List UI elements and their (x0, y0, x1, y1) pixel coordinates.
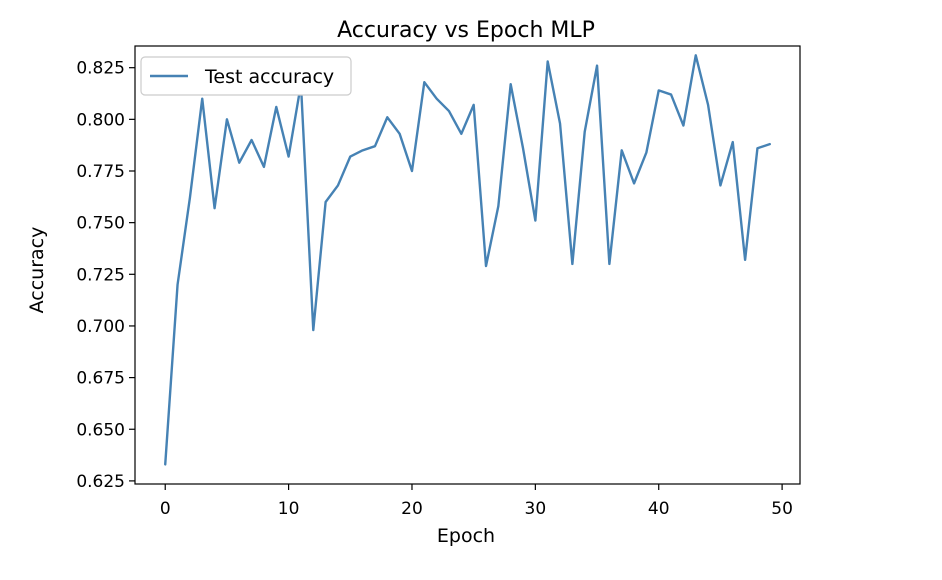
data-point (399, 133, 401, 135)
legend-box (140, 56, 352, 96)
data-point (386, 116, 388, 118)
data-point (497, 205, 499, 207)
data-point (337, 185, 339, 187)
data-point (670, 94, 672, 96)
plot-frame (134, 45, 801, 485)
data-point (460, 133, 462, 135)
data-point (658, 90, 660, 92)
data-point (201, 98, 203, 100)
data-point (547, 61, 549, 63)
data-point (608, 263, 610, 265)
y-tick-label: 0.625 (76, 472, 125, 492)
data-point (448, 110, 450, 112)
data-point (596, 65, 598, 67)
x-tick-label: 20 (401, 499, 423, 519)
x-tick-label: 50 (771, 499, 793, 519)
data-point (744, 259, 746, 261)
data-point (683, 125, 685, 127)
data-point (214, 207, 216, 209)
data-point (263, 166, 265, 168)
x-tick-label: 40 (648, 499, 670, 519)
data-point (189, 197, 191, 199)
data-point (707, 104, 709, 106)
data-point (510, 83, 512, 85)
y-tick-label: 0.775 (76, 162, 125, 182)
x-axis-label: Epoch (437, 525, 495, 547)
data-point (732, 141, 734, 143)
legend: Test accuracy (140, 56, 352, 96)
y-tick-label: 0.750 (76, 214, 125, 234)
data-point (633, 182, 635, 184)
data-point (436, 98, 438, 100)
axis-ticks: 0 10 20 30 40 50 0.625 0.650 0.675 0.700 0.725 0.75… (76, 59, 793, 519)
y-tick-label: 0.675 (76, 369, 125, 389)
data-point (584, 131, 586, 133)
y-tick-label: 0.825 (76, 59, 125, 79)
y-tick-label: 0.800 (76, 110, 125, 130)
y-tick-label: 0.650 (76, 420, 125, 440)
data-point (288, 156, 290, 158)
data-point (621, 149, 623, 151)
data-point (226, 118, 228, 120)
data-point (769, 143, 771, 145)
data-point (312, 329, 314, 331)
data-point (645, 152, 647, 154)
data-point (362, 149, 364, 151)
data-point (695, 54, 697, 56)
data-point (251, 139, 253, 141)
x-tick-label: 10 (278, 499, 300, 519)
data-point (177, 284, 179, 286)
data-point (757, 147, 759, 149)
data-point (559, 123, 561, 125)
data-point (275, 106, 277, 108)
x-tick-label: 30 (525, 499, 547, 519)
y-axis-label: Accuracy (26, 227, 48, 314)
data-point (534, 220, 536, 222)
data-point (238, 162, 240, 164)
data-point (411, 170, 413, 172)
chart-title: Accuracy vs Epoch MLP (337, 18, 595, 43)
plot-area (164, 54, 771, 466)
series-line-test-accuracy (164, 54, 771, 466)
data-point (374, 145, 376, 147)
data-point (485, 265, 487, 267)
data-point (522, 147, 524, 149)
y-tick-label: 0.700 (76, 317, 125, 337)
y-tick-label: 0.725 (76, 265, 125, 285)
legend-label-test-accuracy: Test accuracy (204, 66, 334, 88)
data-point (325, 201, 327, 203)
data-point (720, 185, 722, 187)
data-point (349, 156, 351, 158)
data-point (164, 463, 166, 465)
data-point (473, 104, 475, 106)
data-point (423, 81, 425, 83)
data-point (571, 263, 573, 265)
x-tick-label: 0 (160, 499, 171, 519)
